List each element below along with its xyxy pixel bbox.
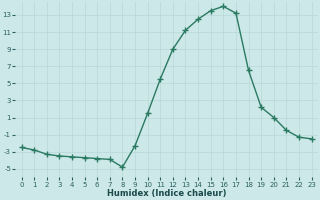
X-axis label: Humidex (Indice chaleur): Humidex (Indice chaleur)	[107, 189, 226, 198]
